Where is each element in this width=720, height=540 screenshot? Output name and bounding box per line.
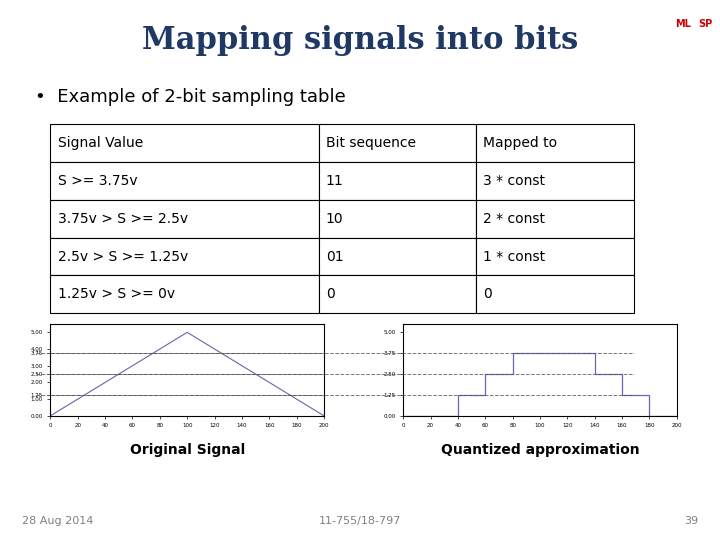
Bar: [319, 124, 476, 162]
Bar: [476, 238, 634, 275]
Text: 11-755/18-797: 11-755/18-797: [319, 516, 401, 526]
Bar: [476, 275, 634, 313]
Text: 0: 0: [326, 287, 335, 301]
Text: 01: 01: [326, 249, 343, 264]
Text: 1 * const: 1 * const: [483, 249, 546, 264]
Bar: [319, 200, 476, 238]
Bar: [319, 162, 476, 200]
Text: Original Signal: Original Signal: [130, 443, 245, 457]
Text: •  Example of 2-bit sampling table: • Example of 2-bit sampling table: [35, 88, 346, 106]
Text: 39: 39: [684, 516, 698, 526]
Text: 2 * const: 2 * const: [483, 212, 545, 226]
Bar: [476, 200, 634, 238]
Bar: [476, 162, 634, 200]
Text: Quantized approximation: Quantized approximation: [441, 443, 639, 457]
Bar: [50, 238, 319, 275]
Text: 10: 10: [326, 212, 343, 226]
Bar: [50, 275, 319, 313]
Text: Signal Value: Signal Value: [58, 136, 143, 150]
Text: Mapped to: Mapped to: [483, 136, 557, 150]
Bar: [50, 162, 319, 200]
Text: Mapping signals into bits: Mapping signals into bits: [142, 25, 578, 56]
Text: 3 * const: 3 * const: [483, 174, 545, 188]
Bar: [476, 124, 634, 162]
Text: ML: ML: [675, 19, 691, 29]
Text: SP: SP: [698, 19, 713, 29]
Bar: [50, 124, 319, 162]
Text: 2.5v > S >= 1.25v: 2.5v > S >= 1.25v: [58, 249, 188, 264]
Text: 1.25v > S >= 0v: 1.25v > S >= 0v: [58, 287, 175, 301]
Text: S >= 3.75v: S >= 3.75v: [58, 174, 138, 188]
Text: 0: 0: [483, 287, 492, 301]
Text: 3.75v > S >= 2.5v: 3.75v > S >= 2.5v: [58, 212, 188, 226]
Bar: [50, 200, 319, 238]
Text: 28 Aug 2014: 28 Aug 2014: [22, 516, 93, 526]
Bar: [319, 275, 476, 313]
Text: Bit sequence: Bit sequence: [326, 136, 416, 150]
Bar: [319, 238, 476, 275]
Text: 11: 11: [326, 174, 343, 188]
